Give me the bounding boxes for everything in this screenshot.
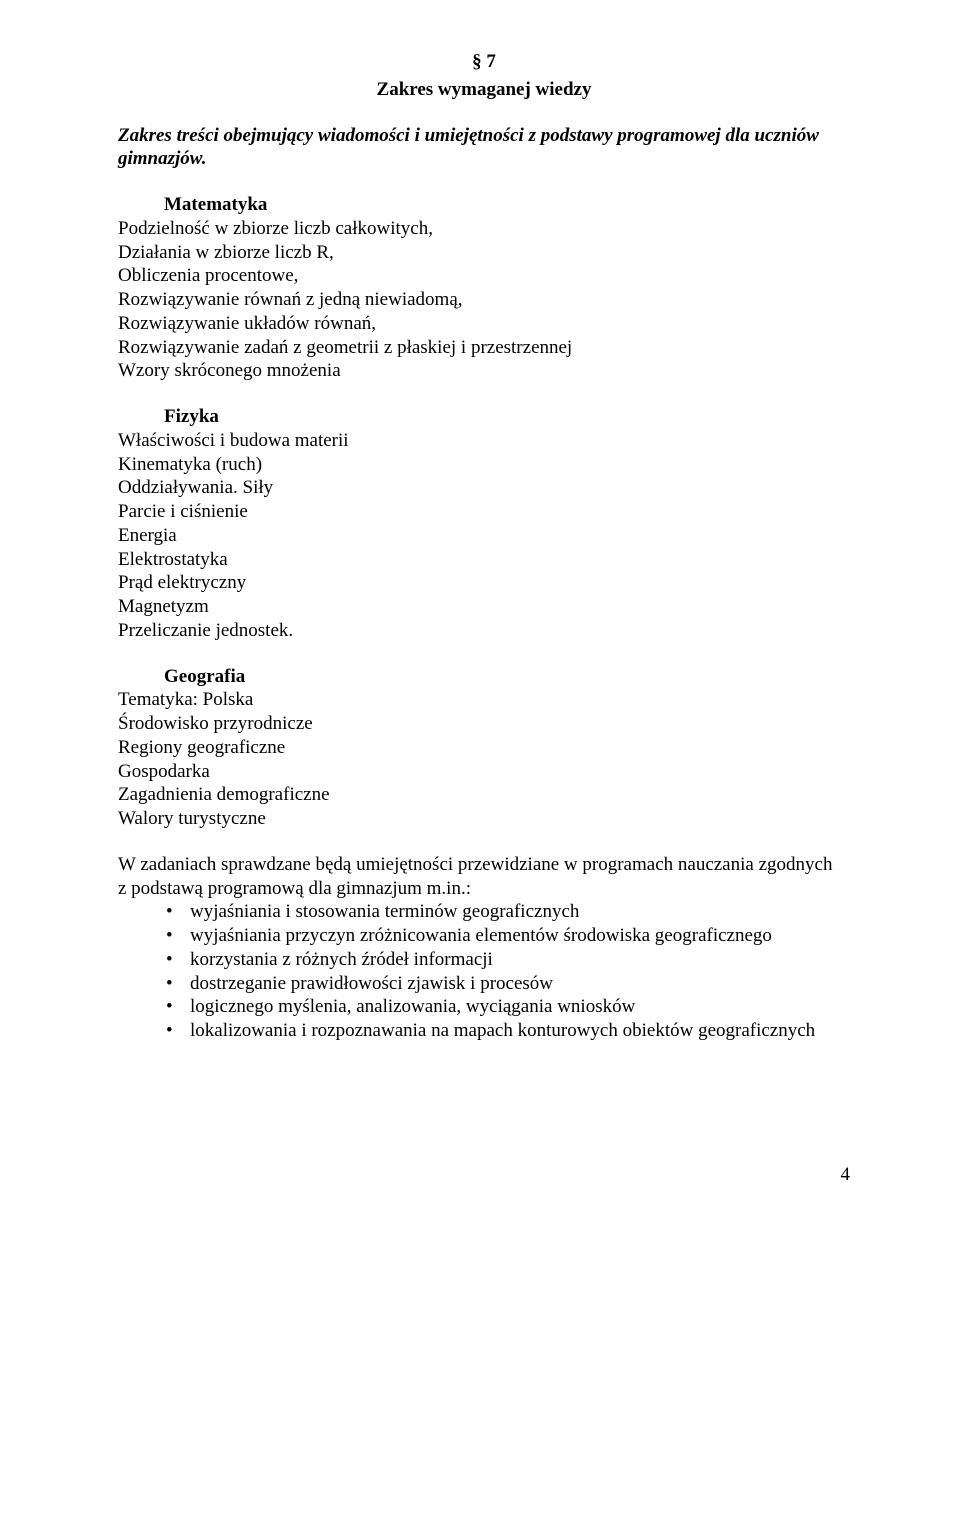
matematyka-line: Rozwiązywanie zadań z geometrii z płaski…: [118, 336, 850, 360]
page-number: 4: [118, 1163, 850, 1187]
geografia-line: Tematyka: Polska: [118, 688, 850, 712]
section-number: § 7: [118, 50, 850, 74]
subject-matematyka: Matematyka Podzielność w zbiorze liczb c…: [118, 193, 850, 383]
geografia-line: Gospodarka: [118, 760, 850, 784]
fizyka-line: Oddziaływania. Siły: [118, 476, 850, 500]
matematyka-line: Działania w zbiorze liczb R,: [118, 241, 850, 265]
fizyka-line: Kinematyka (ruch): [118, 453, 850, 477]
geografia-line: Regiony geograficzne: [118, 736, 850, 760]
skills-block: W zadaniach sprawdzane będą umiejętności…: [118, 853, 850, 1043]
skills-bullet: korzystania z różnych źródeł informacji: [166, 948, 850, 972]
geografia-line: Środowisko przyrodnicze: [118, 712, 850, 736]
fizyka-line: Elektrostatyka: [118, 548, 850, 572]
fizyka-line: Przeliczanie jednostek.: [118, 619, 850, 643]
geografia-line: Zagadnienia demograficzne: [118, 783, 850, 807]
subject-heading-geografia: Geografia: [118, 665, 850, 689]
matematyka-line: Podzielność w zbiorze liczb całkowitych,: [118, 217, 850, 241]
skills-intro-line: z podstawą programową dla gimnazjum m.in…: [118, 877, 850, 901]
matematyka-line: Obliczenia procentowe,: [118, 264, 850, 288]
subject-heading-fizyka: Fizyka: [118, 405, 850, 429]
geografia-line: Walory turystyczne: [118, 807, 850, 831]
fizyka-line: Parcie i ciśnienie: [118, 500, 850, 524]
fizyka-line: Energia: [118, 524, 850, 548]
subject-fizyka: Fizyka Właściwości i budowa materii Kine…: [118, 405, 850, 643]
section-title: Zakres wymaganej wiedzy: [118, 78, 850, 102]
skills-bullet-list: wyjaśniania i stosowania terminów geogra…: [118, 900, 850, 1043]
skills-bullet: lokalizowania i rozpoznawania na mapach …: [166, 1019, 850, 1043]
matematyka-line: Wzory skróconego mnożenia: [118, 359, 850, 383]
intro-paragraph: Zakres treści obejmujący wiadomości i um…: [118, 124, 850, 172]
fizyka-line: Prąd elektryczny: [118, 571, 850, 595]
subject-geografia: Geografia Tematyka: Polska Środowisko pr…: [118, 665, 850, 831]
skills-bullet: wyjaśniania przyczyn zróżnicowania eleme…: [166, 924, 850, 948]
skills-bullet: dostrzeganie prawidłowości zjawisk i pro…: [166, 972, 850, 996]
fizyka-line: Właściwości i budowa materii: [118, 429, 850, 453]
subject-heading-matematyka: Matematyka: [118, 193, 850, 217]
matematyka-line: Rozwiązywanie układów równań,: [118, 312, 850, 336]
matematyka-line: Rozwiązywanie równań z jedną niewiadomą,: [118, 288, 850, 312]
skills-bullet: wyjaśniania i stosowania terminów geogra…: [166, 900, 850, 924]
skills-bullet: logicznego myślenia, analizowania, wycią…: [166, 995, 850, 1019]
fizyka-line: Magnetyzm: [118, 595, 850, 619]
skills-intro-line: W zadaniach sprawdzane będą umiejętności…: [118, 853, 850, 877]
